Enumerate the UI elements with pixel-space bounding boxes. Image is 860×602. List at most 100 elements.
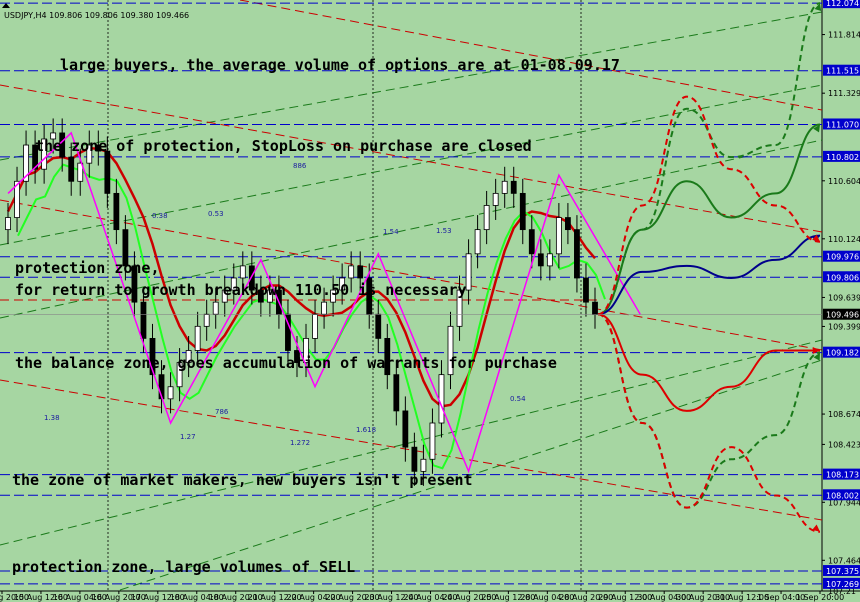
level-label: 109.806 [826, 273, 859, 282]
forecast-arrowhead [813, 124, 820, 133]
annotation-text: the zone of market makers, new buyers is… [12, 471, 473, 489]
candle-body [203, 313, 210, 327]
fib-label: 0.54 [510, 395, 526, 403]
annotation-text: the balance zone, goes accumulation of w… [15, 354, 557, 372]
forecast-curve [597, 2, 821, 316]
candle-body [294, 350, 300, 363]
candle-body [447, 325, 454, 376]
annotation-text: the zone of protection, StopLoss on purc… [35, 137, 532, 155]
level-label-bg [823, 577, 860, 589]
candle-body [420, 458, 427, 472]
fib-label: 786 [215, 408, 229, 416]
level-label-bg [823, 468, 860, 480]
level-label-bg [823, 271, 860, 283]
candle-body [230, 277, 237, 291]
candle-body [339, 277, 346, 291]
forecast-curve [597, 95, 821, 316]
candle-body [239, 265, 246, 279]
level-label: 111.070 [826, 120, 859, 129]
candle-body [303, 338, 309, 363]
y-tick-label: 111.329 [828, 89, 860, 98]
x-tick-label: 22 Aug 04:00 [287, 593, 341, 602]
candle-body [104, 150, 111, 194]
x-tick-label: 22 Aug 20:00 [326, 593, 380, 602]
fib-label: 0.38 [152, 212, 168, 220]
candle-body [167, 386, 174, 400]
candle-body [375, 313, 382, 339]
candle-body [59, 132, 66, 158]
candle-body [185, 350, 192, 363]
forecast-arrowhead [813, 352, 820, 361]
candle-body [176, 362, 183, 388]
x-tick-label: 15 Aug 12:00 [14, 593, 68, 602]
candle-body [122, 229, 129, 267]
y-tick-label: 110.604 [828, 177, 860, 186]
fib-label: 1.272 [290, 439, 310, 447]
forecast-curve [597, 313, 820, 412]
x-tick-label: 21 Aug 12:00 [248, 593, 302, 602]
y-tick-label: 110.124 [828, 235, 860, 244]
level-label: 111.515 [826, 67, 859, 76]
y-tick-label: 109.399 [828, 322, 860, 331]
y-tick-label: 111.814 [828, 31, 860, 40]
candle-body [510, 180, 517, 194]
candle-body [592, 301, 598, 315]
current-price-label-bg [823, 308, 860, 320]
candle-body [565, 217, 571, 231]
current-price-label: 109.496 [826, 311, 859, 320]
level-label: 107.269 [826, 580, 859, 589]
candle-body [546, 253, 553, 267]
candle-body [14, 180, 20, 218]
level-label: 112.074 [826, 0, 859, 8]
x-tick-label: 24 Aug 04:00 [403, 593, 457, 602]
candle-body [221, 289, 228, 303]
trend-channel-line [0, 379, 823, 521]
candle-body [149, 338, 156, 376]
candle-body [411, 446, 418, 472]
forecast-arrowhead [812, 234, 820, 242]
candle-body [248, 265, 255, 291]
y-tick-label: 108.674 [828, 410, 860, 419]
candle-body [519, 192, 526, 231]
candle-body [528, 229, 535, 255]
trend-channel-line [239, 0, 823, 111]
candle-body [41, 138, 48, 170]
forecast-curve [597, 313, 821, 533]
candle-body [285, 313, 291, 351]
x-tick-label: 28 Aug 20:00 [559, 593, 613, 602]
fib-label: 1.27 [180, 433, 196, 441]
x-tick-label: 1 Sep 04:00 [757, 593, 805, 602]
zigzag-line [7, 131, 641, 474]
candle-body [77, 162, 84, 182]
candle-body [32, 144, 38, 170]
candle-body [257, 289, 264, 303]
level-label: 108.002 [826, 491, 859, 500]
candle-body [194, 325, 201, 351]
candle-body [438, 374, 445, 424]
level-label: 109.976 [826, 253, 859, 262]
candle-body [113, 192, 120, 231]
candle-body [483, 205, 490, 231]
candle-body [574, 229, 580, 279]
candle-body [384, 338, 391, 376]
x-tick-label: 30 Aug 20:00 [676, 593, 730, 602]
x-tick-label: 30 Aug 04:00 [637, 593, 691, 602]
symbol-header: USDJPY,H4 109.806 109.806 109.380 109.46… [4, 11, 190, 20]
candle-body [131, 265, 138, 303]
annotation-text: large buyers, the average volume of opti… [60, 56, 620, 74]
candle-body [330, 289, 337, 303]
candle-body [68, 156, 75, 182]
forecast-arrowhead [814, 3, 822, 12]
fib-label: 1.53 [436, 227, 452, 235]
candle-body [474, 229, 481, 255]
forecast-arrowhead [812, 347, 820, 354]
x-tick-label: 18 Aug 04:00 [170, 593, 224, 602]
fib-label: 0.53 [208, 210, 224, 218]
level-label-bg [823, 346, 860, 358]
level-label: 107.375 [826, 567, 859, 576]
x-tick-label: 14 Aug 20:00 [0, 593, 29, 602]
x-tick-label: 16 Aug 04:00 [53, 593, 107, 602]
candle-body [23, 144, 29, 182]
candle-body [465, 253, 472, 291]
annotation-text: for return to growth breakdown 110.50 is… [15, 281, 467, 299]
